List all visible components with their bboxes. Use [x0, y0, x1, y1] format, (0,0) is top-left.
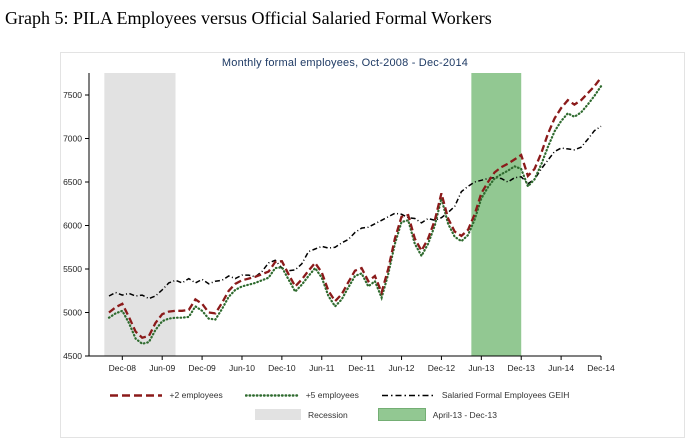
legend-label-recession: Recession — [308, 409, 348, 420]
legend-label-plus5: +5 employees — [305, 390, 359, 400]
plus2-line-sample — [109, 393, 162, 397]
legend-entry-recession: Recession — [255, 409, 348, 420]
svg-text:Jun-13: Jun-13 — [468, 363, 494, 373]
svg-text:Dec-12: Dec-12 — [428, 363, 456, 373]
recession-band-swatch — [255, 409, 302, 420]
svg-text:7500: 7500 — [63, 90, 82, 100]
svg-text:Jun-11: Jun-11 — [309, 363, 335, 373]
plus5-line-sample — [244, 393, 299, 397]
svg-text:Dec-08: Dec-08 — [109, 363, 137, 373]
svg-text:7000: 7000 — [63, 134, 82, 144]
legend-bands-row: Recession April-13 - Dec-13 — [120, 408, 632, 421]
svg-text:Jun-14: Jun-14 — [548, 363, 574, 373]
legend-label-highlight: April-13 - Dec-13 — [432, 409, 497, 420]
legend-label-geih: Salaried Formal Employees GEIH — [441, 390, 570, 400]
svg-text:Jun-12: Jun-12 — [389, 363, 415, 373]
legend-entry-highlight: April-13 - Dec-13 — [377, 408, 497, 421]
svg-text:Dec-10: Dec-10 — [268, 363, 296, 373]
svg-text:Dec-14: Dec-14 — [587, 363, 615, 373]
legend-series-row: +2 employees +5 employees Salaried Forma… — [83, 390, 595, 400]
chart-region: Monthly formal employees, Oct-2008 - Dec… — [60, 52, 685, 438]
svg-text:Jun-09: Jun-09 — [149, 363, 175, 373]
svg-text:Dec-09: Dec-09 — [188, 363, 216, 373]
legend-entry-geih: Salaried Formal Employees GEIH — [381, 390, 570, 400]
svg-text:Dec-13: Dec-13 — [508, 363, 536, 373]
svg-text:Dec-11: Dec-11 — [348, 363, 375, 373]
svg-text:Jun-10: Jun-10 — [229, 363, 255, 373]
svg-text:6500: 6500 — [63, 177, 82, 187]
geih-line-sample — [381, 394, 434, 396]
legend-label-plus2: +2 employees — [169, 390, 223, 400]
figure-title: Graph 5: PILA Employees versus Official … — [5, 8, 492, 28]
highlight-band-swatch — [377, 408, 426, 421]
svg-text:5000: 5000 — [63, 308, 82, 318]
line-chart: 4500 5000 5500 6000 6500 7000 7500 Dec-08 Jun-09… — [63, 73, 615, 373]
svg-text:6000: 6000 — [63, 221, 82, 231]
legend-entry-plus2: +2 employees — [109, 390, 223, 400]
svg-text:5500: 5500 — [63, 264, 82, 274]
legend-entry-plus5: +5 employees — [244, 390, 359, 400]
chart-subtitle: Monthly formal employees, Oct-2008 - Dec… — [221, 57, 469, 69]
svg-text:4500: 4500 — [63, 351, 82, 361]
